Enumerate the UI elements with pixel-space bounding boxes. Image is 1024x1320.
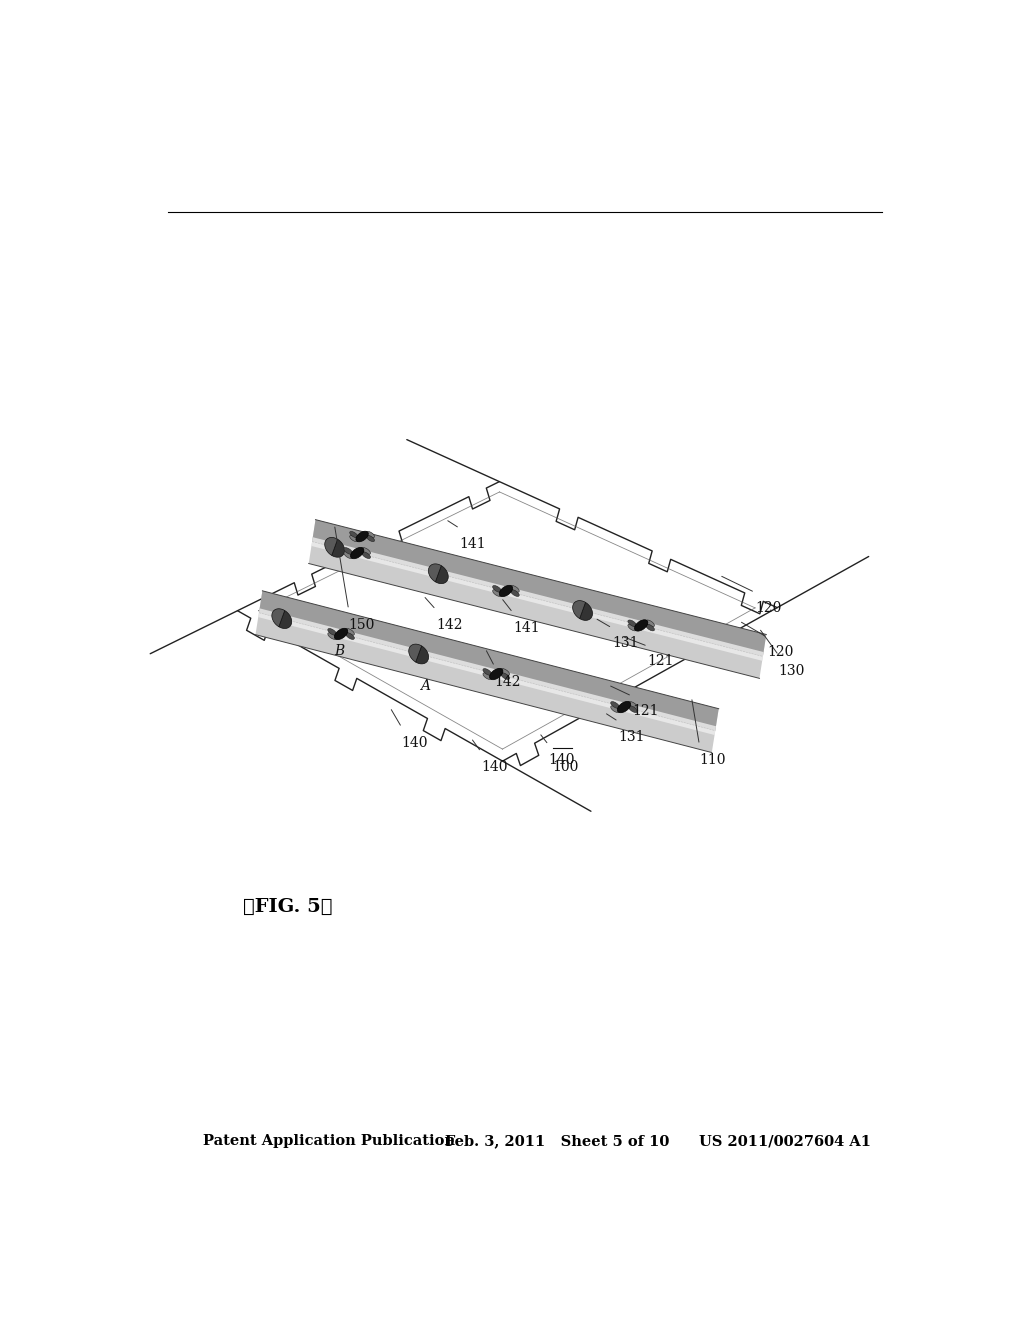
Polygon shape	[483, 668, 492, 676]
Polygon shape	[646, 620, 654, 627]
Text: 140: 140	[481, 760, 508, 774]
Text: B: B	[334, 644, 345, 659]
Polygon shape	[308, 520, 766, 678]
Polygon shape	[328, 628, 337, 635]
Polygon shape	[493, 586, 502, 593]
Text: 100: 100	[553, 760, 579, 774]
Text: 150: 150	[348, 618, 375, 632]
Text: 120: 120	[767, 645, 794, 659]
Ellipse shape	[489, 668, 503, 680]
Polygon shape	[346, 628, 354, 635]
Polygon shape	[511, 590, 519, 597]
Polygon shape	[328, 632, 337, 639]
Polygon shape	[483, 673, 492, 680]
Ellipse shape	[635, 620, 648, 631]
Polygon shape	[629, 702, 637, 709]
Text: 130: 130	[778, 664, 805, 677]
Polygon shape	[367, 536, 375, 541]
Text: Feb. 3, 2011   Sheet 5 of 10: Feb. 3, 2011 Sheet 5 of 10	[445, 1134, 670, 1148]
Polygon shape	[259, 591, 719, 731]
Polygon shape	[511, 586, 519, 593]
Polygon shape	[501, 668, 510, 676]
Text: 140: 140	[401, 735, 428, 750]
Ellipse shape	[335, 628, 348, 640]
Polygon shape	[572, 601, 586, 619]
Polygon shape	[325, 537, 338, 556]
Polygon shape	[629, 706, 637, 713]
Ellipse shape	[356, 531, 369, 541]
Polygon shape	[628, 620, 637, 627]
Polygon shape	[580, 602, 593, 620]
Polygon shape	[646, 624, 654, 631]
Polygon shape	[409, 644, 422, 663]
Polygon shape	[610, 702, 620, 709]
Polygon shape	[344, 548, 352, 554]
Text: Patent Application Publication: Patent Application Publication	[204, 1134, 456, 1148]
Text: 141: 141	[513, 620, 540, 635]
Polygon shape	[311, 537, 764, 661]
Polygon shape	[346, 632, 354, 639]
Ellipse shape	[500, 585, 513, 597]
Polygon shape	[312, 520, 766, 656]
Polygon shape	[271, 609, 285, 627]
Text: 【FIG. 5】: 【FIG. 5】	[243, 899, 333, 916]
Text: US 2011/0027604 A1: US 2011/0027604 A1	[699, 1134, 871, 1148]
Text: 141: 141	[460, 536, 486, 550]
Text: A: A	[420, 678, 430, 693]
Polygon shape	[349, 536, 357, 541]
Polygon shape	[610, 706, 620, 713]
Text: 142: 142	[436, 618, 463, 632]
Text: 110: 110	[699, 752, 726, 767]
Polygon shape	[361, 548, 371, 554]
Polygon shape	[493, 590, 502, 597]
Ellipse shape	[617, 701, 631, 713]
Polygon shape	[361, 552, 371, 558]
Polygon shape	[332, 539, 345, 557]
Polygon shape	[435, 566, 449, 583]
Polygon shape	[367, 532, 375, 537]
Text: 140: 140	[549, 752, 575, 767]
Text: 121: 121	[632, 704, 658, 718]
Polygon shape	[279, 611, 292, 628]
Polygon shape	[428, 564, 441, 582]
Text: 131: 131	[612, 636, 639, 651]
Text: 121: 121	[648, 655, 675, 668]
Polygon shape	[416, 645, 429, 664]
Polygon shape	[258, 609, 716, 735]
Polygon shape	[344, 552, 352, 558]
Polygon shape	[349, 532, 357, 537]
Polygon shape	[256, 591, 719, 752]
Ellipse shape	[350, 548, 364, 558]
Polygon shape	[628, 624, 637, 631]
Polygon shape	[501, 673, 510, 680]
Text: 120: 120	[755, 601, 781, 615]
Text: 131: 131	[618, 730, 645, 743]
Text: 142: 142	[495, 675, 521, 689]
